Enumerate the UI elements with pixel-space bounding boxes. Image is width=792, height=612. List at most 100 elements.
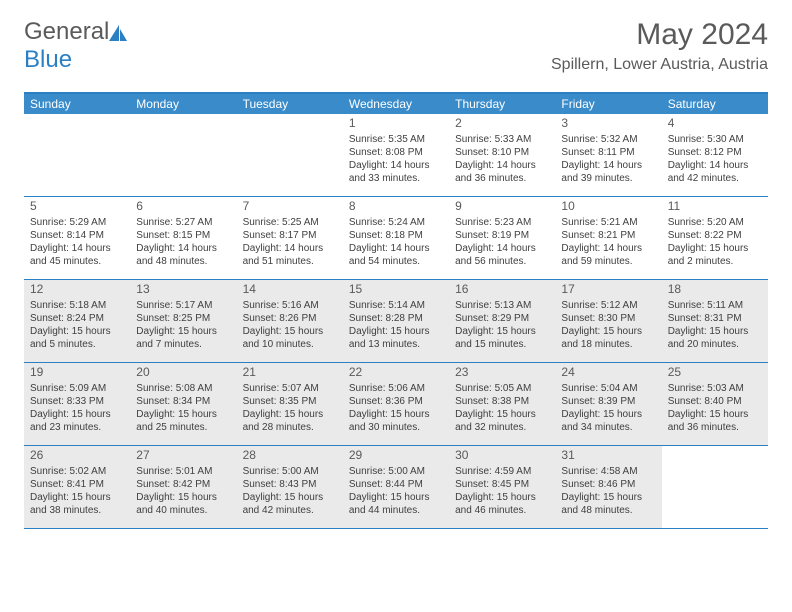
sunset-text: Sunset: 8:43 PM: [243, 478, 337, 491]
daylight-text-2: and 36 minutes.: [455, 172, 549, 185]
day-cell: 16Sunrise: 5:13 AMSunset: 8:29 PMDayligh…: [449, 280, 555, 362]
sunset-text: Sunset: 8:08 PM: [349, 146, 443, 159]
daylight-text-1: Daylight: 15 hours: [561, 408, 655, 421]
daylight-text-2: and 33 minutes.: [349, 172, 443, 185]
sunrise-text: Sunrise: 5:30 AM: [668, 133, 762, 146]
day-cell: [24, 114, 130, 196]
daylight-text-1: Daylight: 15 hours: [243, 491, 337, 504]
weekday-header: Thursday: [449, 94, 555, 114]
sunrise-text: Sunrise: 5:01 AM: [136, 465, 230, 478]
day-number: 5: [30, 199, 124, 215]
daylight-text-1: Daylight: 14 hours: [30, 242, 124, 255]
daylight-text-2: and 48 minutes.: [136, 255, 230, 268]
weekday-header: Friday: [555, 94, 661, 114]
sunrise-text: Sunrise: 5:21 AM: [561, 216, 655, 229]
sunrise-text: Sunrise: 5:12 AM: [561, 299, 655, 312]
day-number: 28: [243, 448, 337, 464]
day-number: 23: [455, 365, 549, 381]
sunrise-text: Sunrise: 5:32 AM: [561, 133, 655, 146]
day-cell: 31Sunrise: 4:58 AMSunset: 8:46 PMDayligh…: [555, 446, 661, 528]
daylight-text-1: Daylight: 14 hours: [243, 242, 337, 255]
daylight-text-1: Daylight: 15 hours: [136, 325, 230, 338]
sunset-text: Sunset: 8:31 PM: [668, 312, 762, 325]
daylight-text-2: and 2 minutes.: [668, 255, 762, 268]
day-number: 30: [455, 448, 549, 464]
daylight-text-2: and 46 minutes.: [455, 504, 549, 517]
day-cell: 12Sunrise: 5:18 AMSunset: 8:24 PMDayligh…: [24, 280, 130, 362]
day-cell: 28Sunrise: 5:00 AMSunset: 8:43 PMDayligh…: [237, 446, 343, 528]
day-cell: 2Sunrise: 5:33 AMSunset: 8:10 PMDaylight…: [449, 114, 555, 196]
day-cell: 11Sunrise: 5:20 AMSunset: 8:22 PMDayligh…: [662, 197, 768, 279]
sunrise-text: Sunrise: 5:00 AM: [243, 465, 337, 478]
day-cell: 8Sunrise: 5:24 AMSunset: 8:18 PMDaylight…: [343, 197, 449, 279]
sunrise-text: Sunrise: 5:00 AM: [349, 465, 443, 478]
daylight-text-1: Daylight: 15 hours: [243, 325, 337, 338]
sunset-text: Sunset: 8:22 PM: [668, 229, 762, 242]
daylight-text-1: Daylight: 15 hours: [561, 325, 655, 338]
day-number: 22: [349, 365, 443, 381]
day-number: 29: [349, 448, 443, 464]
sunset-text: Sunset: 8:36 PM: [349, 395, 443, 408]
sunrise-text: Sunrise: 5:07 AM: [243, 382, 337, 395]
sunrise-text: Sunrise: 5:20 AM: [668, 216, 762, 229]
week-row: 5Sunrise: 5:29 AMSunset: 8:14 PMDaylight…: [24, 197, 768, 280]
day-cell: 14Sunrise: 5:16 AMSunset: 8:26 PMDayligh…: [237, 280, 343, 362]
sunrise-text: Sunrise: 5:13 AM: [455, 299, 549, 312]
day-number: 2: [455, 116, 549, 132]
day-number: 14: [243, 282, 337, 298]
daylight-text-1: Daylight: 15 hours: [349, 325, 443, 338]
sunset-text: Sunset: 8:26 PM: [243, 312, 337, 325]
sunrise-text: Sunrise: 5:04 AM: [561, 382, 655, 395]
daylight-text-2: and 30 minutes.: [349, 421, 443, 434]
day-number: 17: [561, 282, 655, 298]
day-number: 27: [136, 448, 230, 464]
sunset-text: Sunset: 8:19 PM: [455, 229, 549, 242]
sunrise-text: Sunrise: 5:35 AM: [349, 133, 443, 146]
sunset-text: Sunset: 8:44 PM: [349, 478, 443, 491]
sunset-text: Sunset: 8:39 PM: [561, 395, 655, 408]
daylight-text-2: and 7 minutes.: [136, 338, 230, 351]
sunrise-text: Sunrise: 5:02 AM: [30, 465, 124, 478]
daylight-text-2: and 59 minutes.: [561, 255, 655, 268]
daylight-text-2: and 40 minutes.: [136, 504, 230, 517]
daylight-text-1: Daylight: 15 hours: [349, 491, 443, 504]
daylight-text-1: Daylight: 15 hours: [455, 325, 549, 338]
daylight-text-2: and 42 minutes.: [668, 172, 762, 185]
day-number: 13: [136, 282, 230, 298]
day-number: 7: [243, 199, 337, 215]
day-number: 15: [349, 282, 443, 298]
sunset-text: Sunset: 8:10 PM: [455, 146, 549, 159]
daylight-text-2: and 32 minutes.: [455, 421, 549, 434]
daylight-text-2: and 23 minutes.: [30, 421, 124, 434]
week-row: 19Sunrise: 5:09 AMSunset: 8:33 PMDayligh…: [24, 363, 768, 446]
sunset-text: Sunset: 8:30 PM: [561, 312, 655, 325]
day-number: 6: [136, 199, 230, 215]
day-cell: 23Sunrise: 5:05 AMSunset: 8:38 PMDayligh…: [449, 363, 555, 445]
day-cell: 21Sunrise: 5:07 AMSunset: 8:35 PMDayligh…: [237, 363, 343, 445]
daylight-text-2: and 39 minutes.: [561, 172, 655, 185]
daylight-text-2: and 48 minutes.: [561, 504, 655, 517]
sunset-text: Sunset: 8:34 PM: [136, 395, 230, 408]
daylight-text-2: and 44 minutes.: [349, 504, 443, 517]
daylight-text-1: Daylight: 15 hours: [30, 325, 124, 338]
day-cell: 6Sunrise: 5:27 AMSunset: 8:15 PMDaylight…: [130, 197, 236, 279]
sunset-text: Sunset: 8:42 PM: [136, 478, 230, 491]
day-cell: 27Sunrise: 5:01 AMSunset: 8:42 PMDayligh…: [130, 446, 236, 528]
daylight-text-2: and 42 minutes.: [243, 504, 337, 517]
daylight-text-1: Daylight: 14 hours: [349, 242, 443, 255]
header: GeneralBlue May 2024 Spillern, Lower Aus…: [0, 0, 792, 82]
sunset-text: Sunset: 8:28 PM: [349, 312, 443, 325]
day-cell: 22Sunrise: 5:06 AMSunset: 8:36 PMDayligh…: [343, 363, 449, 445]
daylight-text-1: Daylight: 14 hours: [561, 242, 655, 255]
daylight-text-1: Daylight: 15 hours: [30, 408, 124, 421]
day-number: 21: [243, 365, 337, 381]
day-cell: 19Sunrise: 5:09 AMSunset: 8:33 PMDayligh…: [24, 363, 130, 445]
day-cell: 9Sunrise: 5:23 AMSunset: 8:19 PMDaylight…: [449, 197, 555, 279]
sunrise-text: Sunrise: 5:05 AM: [455, 382, 549, 395]
day-cell: 25Sunrise: 5:03 AMSunset: 8:40 PMDayligh…: [662, 363, 768, 445]
daylight-text-2: and 15 minutes.: [455, 338, 549, 351]
daylight-text-1: Daylight: 14 hours: [455, 242, 549, 255]
logo-text: GeneralBlue: [24, 18, 129, 74]
sunrise-text: Sunrise: 5:08 AM: [136, 382, 230, 395]
weekday-header: Saturday: [662, 94, 768, 114]
